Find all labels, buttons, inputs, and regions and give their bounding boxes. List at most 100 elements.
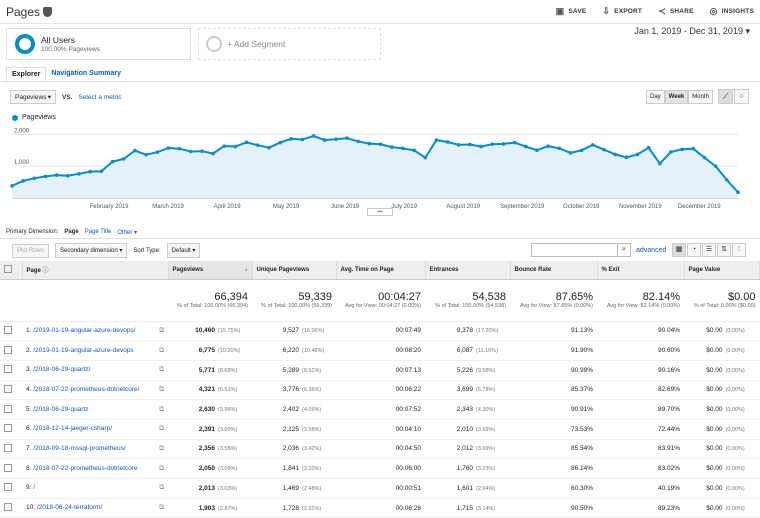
- dimension-page-title[interactable]: Page Title: [84, 229, 112, 235]
- performance-icon[interactable]: ☰: [702, 243, 716, 257]
- external-link-icon[interactable]: ⧉: [159, 405, 164, 413]
- motion-chart-icon[interactable]: ⁘: [734, 89, 749, 104]
- data-point: [456, 143, 461, 147]
- insights-button[interactable]: ◎ INSIGHTS: [710, 6, 754, 17]
- advanced-filter-link[interactable]: advanced: [636, 247, 667, 254]
- table-row: 2. /2019-01-19-angular-azure-devops ⧉ 6,77…: [0, 340, 760, 361]
- data-point: [155, 150, 159, 154]
- external-link-icon[interactable]: ⧉: [159, 366, 164, 374]
- tab-divider: [0, 81, 760, 82]
- plot-rows-button[interactable]: Plot Rows: [12, 243, 50, 258]
- page-link[interactable]: /2018-06-24-terraform/: [36, 504, 103, 512]
- total-value: 54,538: [472, 291, 506, 303]
- data-point: [356, 139, 361, 144]
- header-pageviews[interactable]: Pageviews ↓: [168, 261, 253, 280]
- page-link[interactable]: /: [33, 484, 36, 492]
- row-checkbox[interactable]: [4, 443, 12, 452]
- pie-chart-icon[interactable]: ◔: [687, 243, 701, 257]
- row-unique-pageviews: 6,220 (10.48%): [252, 340, 336, 361]
- total-sub: % of Total: 100.00% (66,394): [177, 303, 248, 309]
- header-page[interactable]: Page ⓘ: [22, 261, 169, 280]
- total-unique-pageviews: 59,339% of Total: 100.00% (59,339): [252, 279, 336, 322]
- tab-navigation-summary[interactable]: Navigation Summary: [51, 70, 122, 77]
- row-checkbox[interactable]: [4, 345, 12, 354]
- comparison-icon[interactable]: ⇅: [717, 243, 731, 257]
- row-checkbox[interactable]: [4, 424, 12, 433]
- page-link[interactable]: /2019-01-19-angular-azure-devops: [33, 346, 134, 354]
- data-table-icon[interactable]: ▦: [672, 243, 686, 257]
- header-exit[interactable]: % Exit: [597, 261, 685, 280]
- row-checkbox[interactable]: [4, 365, 12, 374]
- pageviews-pct: (6.51%): [218, 387, 238, 394]
- chart-resize-handle[interactable]: ▪▪▪: [367, 208, 393, 216]
- sort-down-icon: ↓: [244, 266, 248, 273]
- sort-type-select[interactable]: Default ▾: [166, 243, 201, 258]
- row-checkbox[interactable]: [4, 404, 12, 413]
- segment-all-users[interactable]: All Users 100.00% Pageviews: [6, 28, 191, 60]
- data-point: [233, 144, 238, 149]
- data-point: [658, 161, 662, 166]
- row-checkbox[interactable]: [4, 503, 12, 512]
- external-link-icon[interactable]: ⧉: [159, 385, 164, 393]
- page-link[interactable]: /2018-06-29-quartz/: [33, 366, 91, 374]
- tab-explorer[interactable]: Explorer: [6, 67, 47, 81]
- total-sub: Avg for View: 87.65% (0.00%): [519, 303, 593, 309]
- header-entrances[interactable]: Entrances: [425, 261, 511, 280]
- external-link-icon[interactable]: ⧉: [159, 346, 164, 354]
- entrances-value: 2,012: [456, 445, 473, 453]
- page-link[interactable]: /2019-01-19-angular-azure-devops/: [33, 326, 136, 334]
- metric-select[interactable]: Pageviews ▾: [10, 90, 56, 104]
- row-bounce-rate: 90.99%: [510, 360, 597, 381]
- save-button[interactable]: ▣ SAVE: [556, 6, 587, 17]
- total-pageviews: 66,394% of Total: 100.00% (66,394): [168, 279, 252, 322]
- secondary-dimension-select[interactable]: Secondary dimension ▾: [55, 243, 128, 258]
- row-checkbox[interactable]: [4, 325, 12, 334]
- x-tick-label: November 2019: [619, 204, 662, 210]
- export-button[interactable]: ⇩ EXPORT: [602, 6, 642, 17]
- external-link-icon[interactable]: ⧉: [159, 444, 164, 452]
- select-metric-link[interactable]: Select a metric: [78, 93, 122, 101]
- row-number: 4.: [26, 385, 32, 393]
- page-link[interactable]: /2018-06-29-quartz: [33, 405, 89, 413]
- granularity-month[interactable]: Month: [688, 90, 713, 104]
- header-page-value[interactable]: Page Value: [684, 261, 760, 280]
- header-unique-pageviews[interactable]: Unique Pageviews: [252, 261, 337, 280]
- select-all-checkbox[interactable]: [4, 264, 12, 273]
- row-checkbox[interactable]: [4, 463, 12, 472]
- date-range-picker[interactable]: Jan 1, 2019 - Dec 31, 2019 ▾: [634, 26, 750, 37]
- data-point: [88, 169, 92, 174]
- external-link-icon[interactable]: ⧉: [159, 425, 164, 433]
- page-link[interactable]: /2018-07-22-prometheus-dotnetcore/: [33, 385, 140, 393]
- unique-pageviews-pct: (10.48%): [302, 348, 325, 355]
- row-page-cell: 2. /2019-01-19-angular-azure-devops ⧉: [22, 340, 168, 361]
- table-view-toggle: ▦ ◔ ☰ ⇅ ⦙: [672, 243, 746, 257]
- pageviews-value: 2,013: [198, 484, 215, 492]
- add-segment-button[interactable]: + Add Segment: [198, 28, 381, 60]
- granularity-week[interactable]: Week: [664, 90, 689, 104]
- dimension-page[interactable]: Page: [64, 229, 79, 235]
- term-cloud-icon[interactable]: ⦙: [732, 243, 746, 257]
- row-checkbox[interactable]: [4, 384, 12, 393]
- row-number: 1.: [26, 326, 32, 334]
- external-link-icon[interactable]: ⧉: [159, 326, 164, 334]
- row-checkbox[interactable]: [4, 483, 12, 492]
- table-search-input[interactable]: ⌕: [531, 243, 631, 257]
- header-avg-time[interactable]: Avg. Time on Page: [336, 261, 426, 280]
- external-link-icon[interactable]: ⧉: [159, 464, 164, 472]
- external-link-icon[interactable]: ⧉: [159, 504, 164, 512]
- row-unique-pageviews: 2,402 (4.05%): [252, 399, 336, 420]
- row-page-cell: 8. /2018-07-22-prometheus-dotnetcore ⧉: [22, 458, 168, 479]
- external-link-icon[interactable]: ⧉: [159, 484, 164, 492]
- header-bounce-rate[interactable]: Bounce Rate: [510, 261, 598, 280]
- granularity-day[interactable]: Day: [646, 90, 665, 104]
- page-link[interactable]: /2018-07-22-prometheus-dotnetcore: [33, 464, 138, 472]
- data-point: [591, 143, 595, 147]
- page-link[interactable]: /2018-09-18-mssql-prometheus/: [33, 444, 126, 452]
- dimension-other[interactable]: Other ▾: [117, 230, 138, 236]
- share-button[interactable]: ≺ SHARE: [658, 6, 694, 17]
- row-exit: 89.70%: [597, 399, 684, 420]
- entrances-pct: (3.69%): [476, 426, 496, 433]
- line-chart-icon[interactable]: ⟋: [718, 89, 733, 104]
- search-icon[interactable]: ⌕: [617, 244, 630, 256]
- page-link[interactable]: /2018-12-14-jaeger-csharp/: [33, 425, 113, 433]
